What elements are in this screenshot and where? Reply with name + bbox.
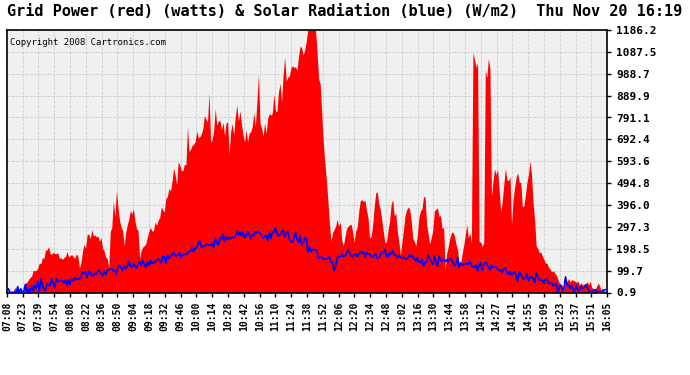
Text: Copyright 2008 Cartronics.com: Copyright 2008 Cartronics.com (10, 38, 166, 47)
Text: Grid Power (red) (watts) & Solar Radiation (blue) (W/m2)  Thu Nov 20 16:19: Grid Power (red) (watts) & Solar Radiati… (8, 4, 682, 19)
